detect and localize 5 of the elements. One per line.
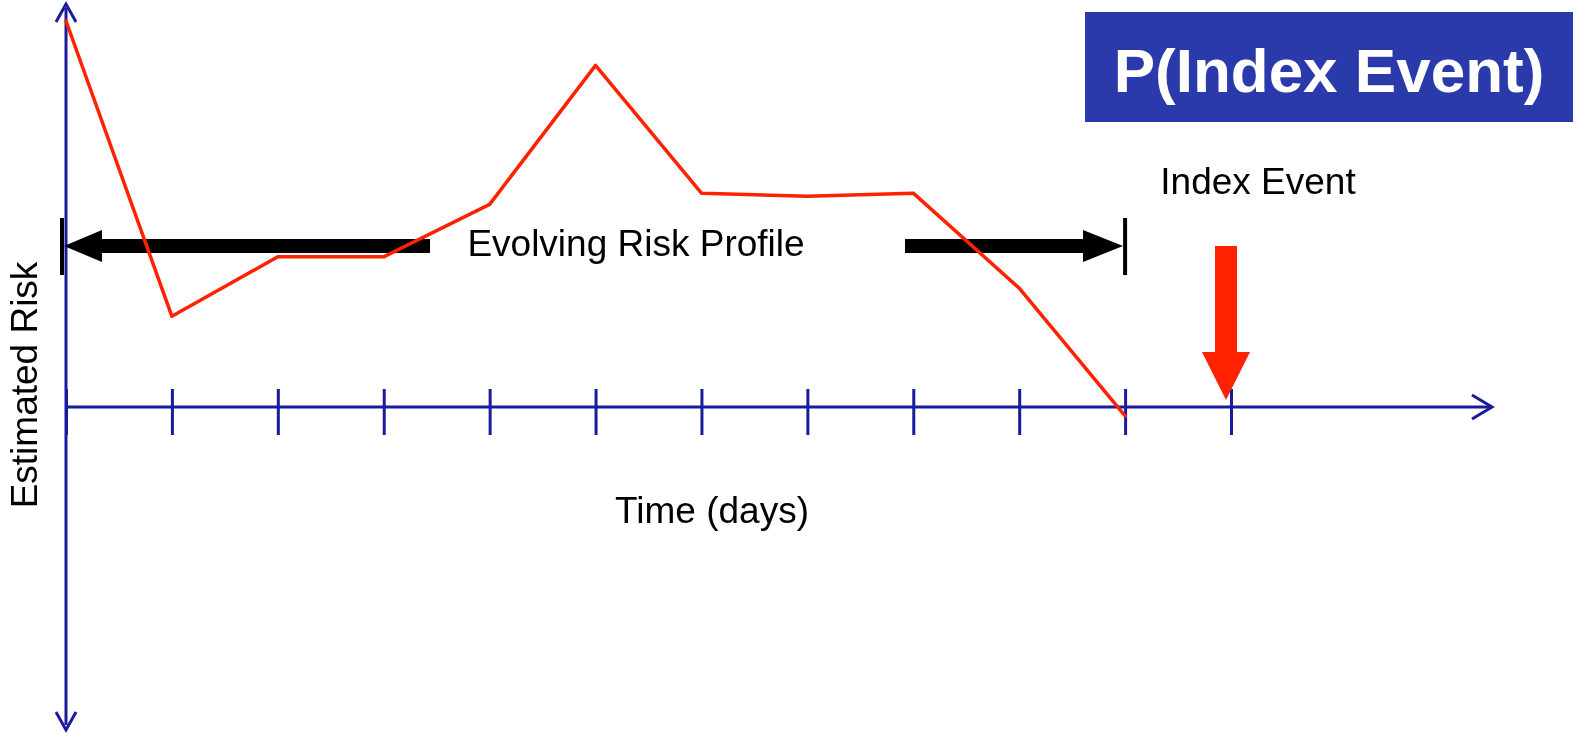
annotation: Index Event [1160, 161, 1357, 202]
chart-title: P(Index Event) [1113, 36, 1545, 105]
y-axis-title: Estimated Risk [4, 261, 45, 509]
x-axis-title: Time (days) [615, 490, 809, 531]
annotation: Evolving Risk Profile [467, 223, 805, 264]
